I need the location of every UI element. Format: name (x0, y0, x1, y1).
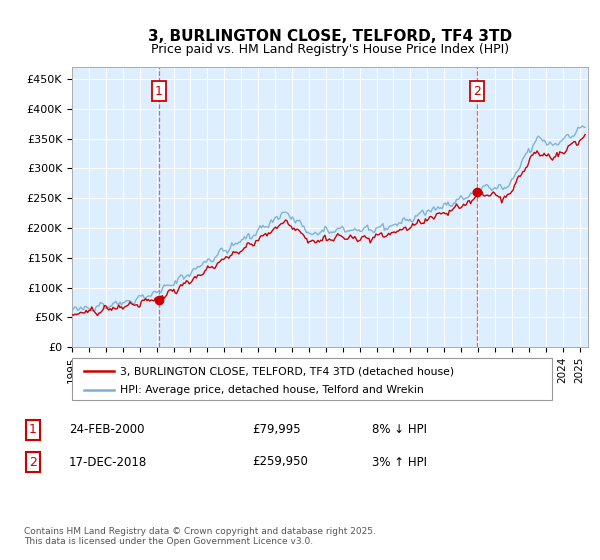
Text: 8% ↓ HPI: 8% ↓ HPI (372, 423, 427, 436)
Text: 1: 1 (155, 85, 163, 97)
Text: 1: 1 (29, 423, 37, 436)
Text: 3% ↑ HPI: 3% ↑ HPI (372, 455, 427, 469)
Text: 3, BURLINGTON CLOSE, TELFORD, TF4 3TD (detached house): 3, BURLINGTON CLOSE, TELFORD, TF4 3TD (d… (120, 366, 454, 376)
Text: 2: 2 (473, 85, 481, 97)
Text: £259,950: £259,950 (252, 455, 308, 469)
Text: 17-DEC-2018: 17-DEC-2018 (69, 455, 147, 469)
Text: 3, BURLINGTON CLOSE, TELFORD, TF4 3TD: 3, BURLINGTON CLOSE, TELFORD, TF4 3TD (148, 29, 512, 44)
Text: 2: 2 (29, 455, 37, 469)
Text: Contains HM Land Registry data © Crown copyright and database right 2025.
This d: Contains HM Land Registry data © Crown c… (24, 526, 376, 546)
Text: £79,995: £79,995 (252, 423, 301, 436)
Text: Price paid vs. HM Land Registry's House Price Index (HPI): Price paid vs. HM Land Registry's House … (151, 43, 509, 56)
Text: HPI: Average price, detached house, Telford and Wrekin: HPI: Average price, detached house, Telf… (120, 385, 424, 395)
Text: 24-FEB-2000: 24-FEB-2000 (69, 423, 145, 436)
